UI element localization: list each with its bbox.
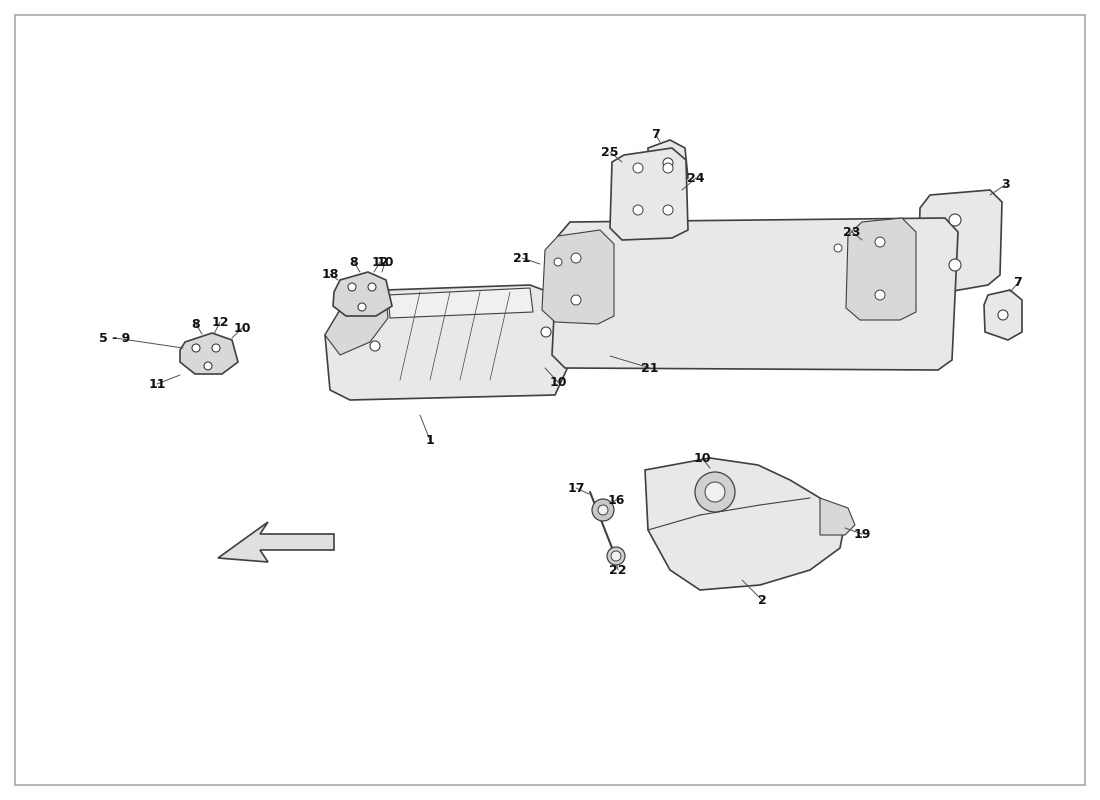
Polygon shape bbox=[388, 288, 534, 318]
Text: 11: 11 bbox=[148, 378, 166, 390]
FancyBboxPatch shape bbox=[15, 15, 1085, 785]
Circle shape bbox=[571, 295, 581, 305]
Circle shape bbox=[204, 362, 212, 370]
Polygon shape bbox=[218, 522, 334, 562]
Circle shape bbox=[663, 205, 673, 215]
Polygon shape bbox=[645, 458, 845, 590]
Circle shape bbox=[705, 482, 725, 502]
Text: 10: 10 bbox=[233, 322, 251, 334]
Text: 19: 19 bbox=[854, 527, 871, 541]
Polygon shape bbox=[180, 333, 238, 374]
Text: 1: 1 bbox=[426, 434, 434, 446]
Text: 21: 21 bbox=[641, 362, 659, 374]
Polygon shape bbox=[552, 218, 958, 370]
Circle shape bbox=[592, 499, 614, 521]
Circle shape bbox=[610, 551, 621, 561]
Polygon shape bbox=[324, 290, 388, 355]
Text: 3: 3 bbox=[1001, 178, 1010, 191]
Circle shape bbox=[695, 472, 735, 512]
Circle shape bbox=[632, 205, 644, 215]
Circle shape bbox=[949, 214, 961, 226]
Text: 8: 8 bbox=[191, 318, 200, 330]
Text: 25: 25 bbox=[602, 146, 618, 158]
Polygon shape bbox=[610, 148, 688, 240]
Circle shape bbox=[607, 547, 625, 565]
Circle shape bbox=[949, 259, 961, 271]
Text: 10: 10 bbox=[693, 451, 711, 465]
Circle shape bbox=[370, 341, 379, 351]
Circle shape bbox=[874, 290, 886, 300]
Circle shape bbox=[834, 244, 842, 252]
Text: 12: 12 bbox=[372, 255, 388, 269]
Text: 7: 7 bbox=[651, 129, 660, 142]
Text: 24: 24 bbox=[688, 171, 705, 185]
Text: 2: 2 bbox=[758, 594, 767, 606]
Circle shape bbox=[632, 163, 644, 173]
Text: 10: 10 bbox=[549, 375, 566, 389]
Text: 8: 8 bbox=[350, 255, 359, 269]
Circle shape bbox=[368, 283, 376, 291]
Polygon shape bbox=[984, 290, 1022, 340]
Text: 5 - 9: 5 - 9 bbox=[99, 331, 131, 345]
Circle shape bbox=[358, 303, 366, 311]
Polygon shape bbox=[918, 190, 1002, 295]
Circle shape bbox=[571, 253, 581, 263]
Circle shape bbox=[541, 327, 551, 337]
Text: 10: 10 bbox=[376, 255, 394, 269]
Circle shape bbox=[192, 344, 200, 352]
Polygon shape bbox=[820, 498, 855, 535]
Polygon shape bbox=[324, 285, 578, 400]
Polygon shape bbox=[846, 218, 916, 320]
Text: 7: 7 bbox=[1013, 277, 1022, 290]
Text: 17: 17 bbox=[568, 482, 585, 494]
Circle shape bbox=[598, 505, 608, 515]
Text: 23: 23 bbox=[844, 226, 860, 238]
Polygon shape bbox=[542, 230, 614, 324]
Circle shape bbox=[663, 163, 673, 173]
Circle shape bbox=[212, 344, 220, 352]
Text: 16: 16 bbox=[607, 494, 625, 506]
Polygon shape bbox=[648, 140, 688, 186]
Polygon shape bbox=[333, 272, 392, 316]
Circle shape bbox=[998, 310, 1008, 320]
Text: 18: 18 bbox=[321, 267, 339, 281]
Circle shape bbox=[663, 158, 673, 168]
Circle shape bbox=[874, 237, 886, 247]
Circle shape bbox=[554, 258, 562, 266]
Text: 21: 21 bbox=[514, 251, 530, 265]
Circle shape bbox=[348, 283, 356, 291]
Text: 22: 22 bbox=[609, 563, 627, 577]
Text: 12: 12 bbox=[211, 315, 229, 329]
